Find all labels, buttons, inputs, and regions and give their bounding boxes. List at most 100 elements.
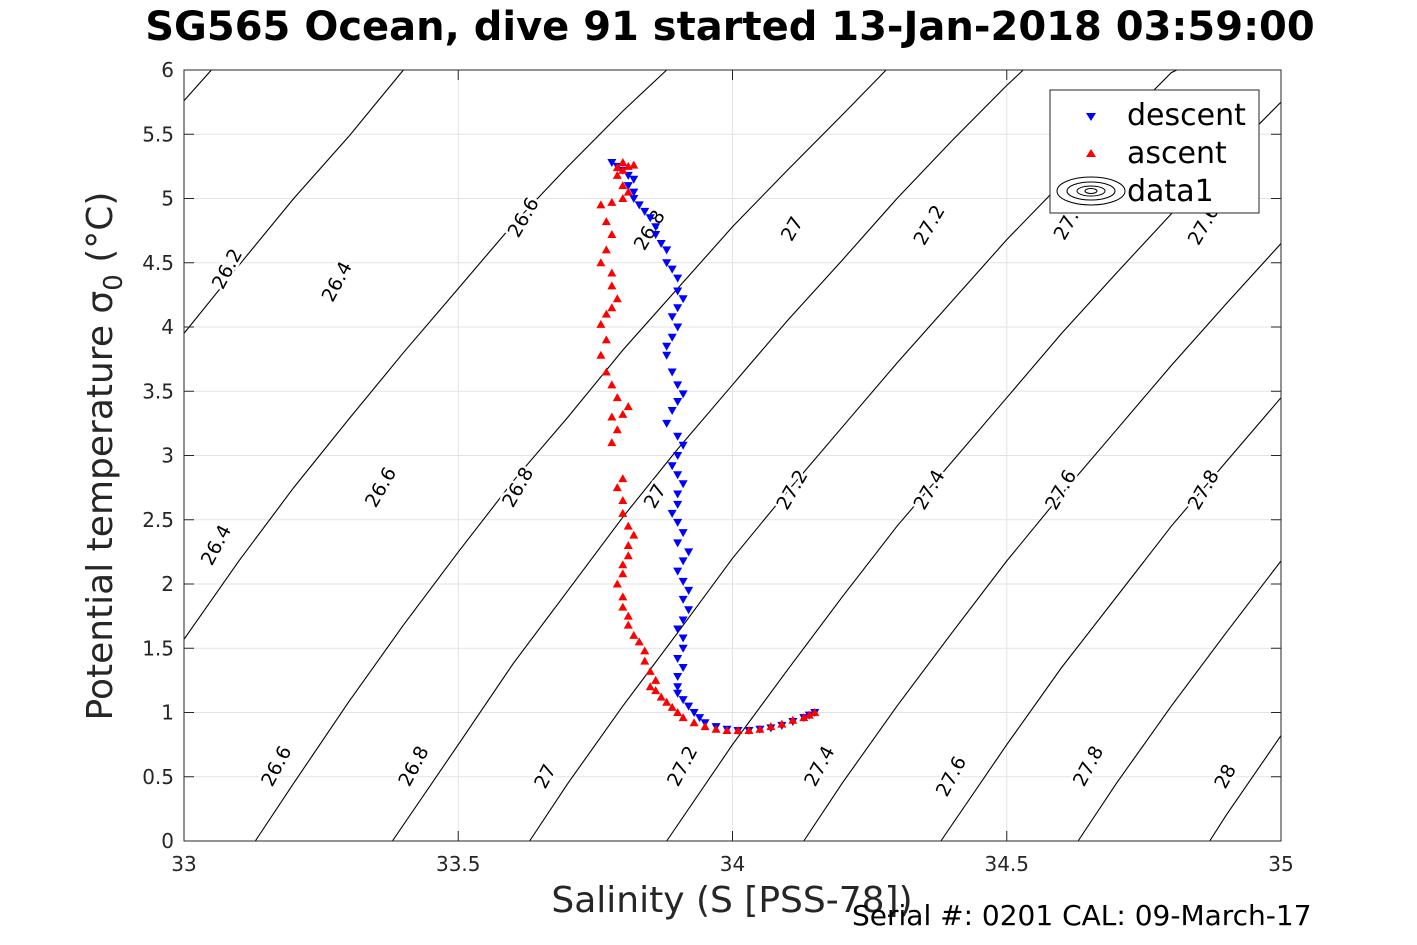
ascent-marker [612, 579, 622, 588]
ascent-marker [623, 611, 633, 620]
ascent-marker [623, 521, 633, 530]
descent-marker [623, 171, 633, 180]
ascent-marker [612, 294, 622, 303]
y-axis: 0 0.5 1 1.5 2 2.5 3 3.5 4 4.5 5 5.5 6 [142, 58, 1281, 853]
descent-marker [678, 295, 688, 304]
descent-marker [678, 390, 688, 399]
ascent-marker [607, 197, 617, 206]
descent-marker [678, 577, 688, 586]
legend-contour-icon [1056, 176, 1126, 206]
descent-marker [673, 471, 683, 480]
descent-marker [673, 500, 683, 509]
contour-line [183, 69, 668, 640]
descent-marker [662, 342, 672, 351]
y-tick-label: 3.5 [142, 379, 174, 403]
ascent-marker [618, 409, 628, 418]
descent-marker [678, 616, 688, 625]
ascent-marker [744, 725, 754, 734]
legend: descent ascent data1 [1049, 89, 1260, 214]
ascent-marker [607, 412, 617, 421]
descent-marker [662, 419, 672, 428]
descent-marker [651, 230, 661, 239]
descent-marker [629, 195, 639, 203]
descent-marker [689, 709, 699, 717]
descent-marker [673, 323, 683, 332]
ascent-marker [656, 692, 666, 701]
ascent-marker [645, 682, 655, 691]
ascent-marker [601, 245, 611, 254]
ascent-marker [618, 569, 628, 578]
descent-marker [673, 381, 683, 390]
descent-marker [673, 625, 683, 634]
descent-marker [695, 714, 705, 723]
descent-marker [673, 689, 683, 698]
ascent-marker [673, 708, 683, 716]
x-tick-label: 34.5 [984, 852, 1029, 876]
descent-marker [673, 683, 683, 692]
descent-marker [634, 201, 644, 210]
ascent-marker [607, 268, 617, 277]
legend-data1-label: data1 [1127, 174, 1214, 209]
ascent-marker [711, 724, 721, 733]
contour-line [254, 69, 887, 842]
descent-marker [673, 274, 683, 283]
ascent-marker [629, 530, 639, 539]
y-tick-label: 2 [161, 572, 174, 596]
x-axis-label: Salinity (S [PSS-78]) [551, 880, 912, 921]
x-tick-label: 35 [1268, 852, 1293, 876]
ascent-marker [618, 560, 628, 569]
descent-marker [673, 287, 683, 296]
descent-marker [673, 539, 683, 548]
descent-marker [673, 673, 683, 682]
descent-marker [667, 313, 677, 322]
y-axis-label-subscript: 0 [99, 274, 129, 291]
descent-marker [684, 606, 694, 615]
ascent-marker [722, 725, 732, 734]
descent-marker [607, 159, 617, 168]
ascent-marker [612, 483, 622, 492]
descent-marker [623, 182, 633, 191]
chart-title: SG565 Ocean, dive 91 started 13-Jan-2018… [145, 4, 1315, 50]
ascent-marker [629, 630, 639, 639]
ascent-marker [623, 402, 633, 411]
contour-line [940, 397, 1282, 842]
descent-marker [662, 246, 672, 255]
ascent-marker [651, 675, 661, 684]
y-tick-label: 0.5 [142, 765, 174, 789]
descent-marker [662, 351, 672, 360]
ascent-marker [634, 637, 644, 646]
ascent-marker [618, 508, 628, 517]
y-tick-label: 0 [161, 829, 174, 853]
ascent-marker [607, 229, 617, 238]
ascent-marker [623, 620, 633, 629]
descent-marker [629, 175, 639, 184]
descent-marker [673, 432, 683, 441]
ascent-marker [607, 303, 617, 312]
ascent-marker [601, 309, 611, 318]
y-tick-label: 4.5 [142, 251, 174, 275]
ascent-marker [678, 713, 688, 722]
descent-marker [640, 207, 650, 216]
descent-marker [667, 265, 677, 274]
descent-marker [667, 368, 677, 377]
descent-marker [684, 548, 694, 557]
contour-line [391, 69, 1024, 842]
legend-ascent-marker [1086, 149, 1096, 157]
ascent-marker [689, 718, 699, 727]
ascent-marker [596, 319, 606, 328]
ascent-marker [612, 170, 622, 179]
contour-line [183, 69, 404, 334]
ascent-marker [623, 187, 633, 196]
descent-marker [678, 664, 688, 673]
data-markers [596, 158, 820, 735]
density-contours [183, 69, 1282, 842]
ascent-marker [618, 602, 628, 611]
contour-line [1077, 560, 1282, 842]
descent-marker [673, 452, 683, 460]
x-axis: 33 33.5 34 34.5 35 [171, 70, 1294, 876]
ascent-marker [601, 335, 611, 344]
ascent-marker [596, 200, 606, 209]
descent-marker [684, 702, 694, 711]
ascent-marker [733, 725, 743, 734]
descent-marker [678, 557, 688, 566]
